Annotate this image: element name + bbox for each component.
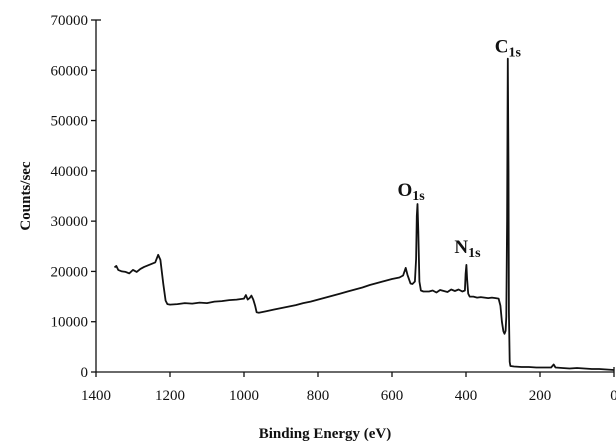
x-tick-label: 1200 [155,388,185,404]
x-tick-label: 400 [455,388,478,404]
y-tick-label: 50000 [51,114,89,130]
y-tick-label: 10000 [51,315,89,331]
x-tick-label: 200 [529,388,552,404]
x-tick-label: 0 [610,388,616,404]
y-tick-label: 70000 [51,13,89,29]
y-axis-ticks: 0 10000 20000 30000 40000 50000 60000 70000 [51,13,96,381]
peak-label-n1s: N1s [454,237,481,261]
y-tick-label: 20000 [51,264,89,280]
x-axis-title: Binding Energy (eV) [259,426,392,442]
x-tick-label: 800 [307,388,330,404]
plot-frame [95,19,615,373]
y-tick-label: 0 [81,365,89,381]
y-tick-label: 40000 [51,164,89,180]
y-tick-label: 30000 [51,214,89,230]
x-tick-label: 600 [381,388,404,404]
peak-label-c1s: C1s [495,37,522,61]
y-axis-title: Counts/sec [18,161,34,231]
y-tick-label: 60000 [51,63,89,79]
x-axis-ticks: 1400 1200 1000 800 600 400 200 0 [81,372,616,404]
peak-labels: C1s O1s N1s [398,37,522,261]
x-tick-label: 1000 [229,388,259,404]
x-tick-label: 1400 [81,388,111,404]
peak-label-o1s: O1s [398,180,426,204]
spectrum-line [113,57,615,371]
